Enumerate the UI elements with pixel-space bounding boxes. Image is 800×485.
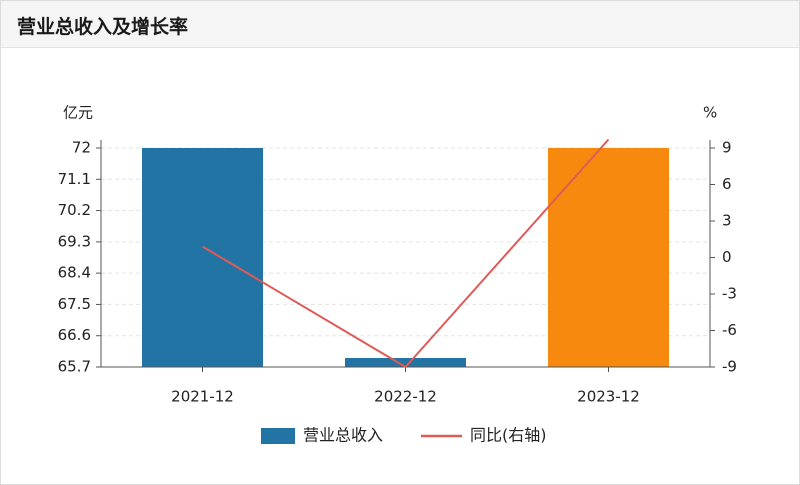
x-tick-label: 2023-12 [577, 388, 640, 406]
growth-line [201, 138, 610, 369]
left-tick-label: 69.3 [58, 232, 91, 250]
left-axis-unit: 亿元 [63, 104, 93, 122]
right-tick-label: -9 [722, 358, 737, 376]
left-tick-label: 72 [72, 139, 91, 157]
legend-swatch-revenue [261, 428, 295, 444]
chart-title: 营业总收入及增长率 [17, 16, 189, 38]
right-tick-label: -6 [722, 321, 737, 339]
right-tick-label: 9 [722, 139, 732, 157]
right-axis-unit: % [703, 104, 717, 122]
right-tick-label: 6 [722, 175, 732, 193]
line-layer [201, 138, 610, 369]
right-tick-label: 3 [722, 212, 732, 230]
bar-layer [142, 148, 669, 367]
left-tick-label: 68.4 [58, 264, 91, 282]
x-tick-label: 2022-12 [374, 388, 437, 406]
x-tick-label: 2021-12 [171, 388, 234, 406]
left-tick-label: 71.1 [58, 170, 91, 188]
left-tick-label: 67.5 [58, 295, 91, 313]
card-header: 营业总收入及增长率 [1, 1, 799, 48]
left-tick-label: 65.7 [58, 358, 91, 376]
legend-label-revenue: 营业总收入 [303, 426, 383, 445]
bar-2021-12 [142, 148, 263, 367]
left-tick-label: 66.6 [58, 326, 91, 344]
legend-layer: 营业总收入 同比(右轴) [261, 426, 547, 445]
left-tick-label: 70.2 [58, 201, 91, 219]
right-tick-label: 0 [722, 248, 732, 266]
bar-2022-12 [345, 358, 466, 367]
right-tick-label: -3 [722, 285, 737, 303]
label-layer: 72 71.1 70.2 69.3 68.4 67.5 66.6 65.7 9 6 3 0 -3 -6 -9… [58, 104, 737, 406]
bar-2023-12 [548, 148, 669, 367]
legend-label-growth: 同比(右轴) [470, 426, 547, 445]
